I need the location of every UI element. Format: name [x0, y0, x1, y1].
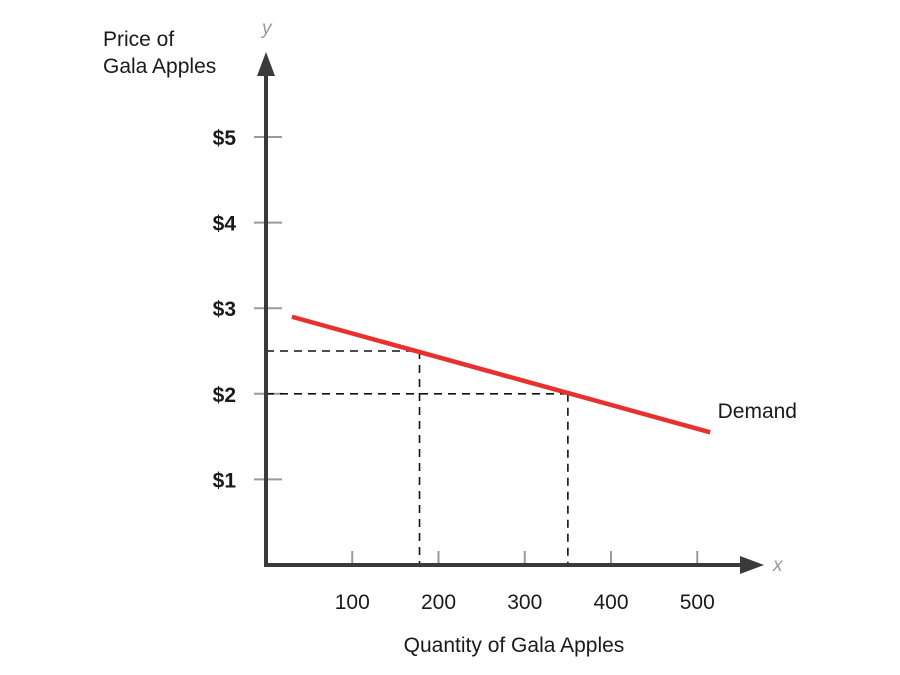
y-tick-label-1: $1	[213, 469, 237, 492]
y-tick-label-3: $3	[213, 298, 236, 321]
y-axis-letter: y	[260, 18, 273, 39]
x-axis-letter: x	[772, 555, 784, 576]
demand-line	[291, 314, 711, 435]
y-axis-title: Price of Gala Apples	[103, 28, 216, 78]
x-tick-label-300: 300	[507, 591, 542, 614]
y-axis-title-line-2: Gala Apples	[103, 55, 216, 78]
x-tick-label-200: 200	[421, 591, 456, 614]
x-tick-label-100: 100	[335, 591, 370, 614]
y-tick-label-5: $5	[213, 127, 237, 150]
tick-labels: 100 200 300 400 500 $1 $2 $3 $4 $5 Demand	[213, 127, 797, 614]
tick-marks	[254, 136, 699, 565]
x-tick-label-400: 400	[593, 591, 628, 614]
y-tick-label-2: $2	[213, 384, 236, 407]
y-tick-label-4: $4	[213, 213, 237, 236]
y-axis-title-line-1: Price of	[103, 28, 174, 51]
x-axis-title: Quantity of Gala Apples	[404, 634, 625, 657]
y-axis-arrow	[257, 52, 275, 76]
x-tick-label-500: 500	[680, 591, 715, 614]
demand-label: Demand	[718, 400, 797, 423]
x-axis-arrow	[740, 556, 764, 574]
guide-lines	[266, 350, 569, 565]
series-group	[291, 314, 711, 435]
